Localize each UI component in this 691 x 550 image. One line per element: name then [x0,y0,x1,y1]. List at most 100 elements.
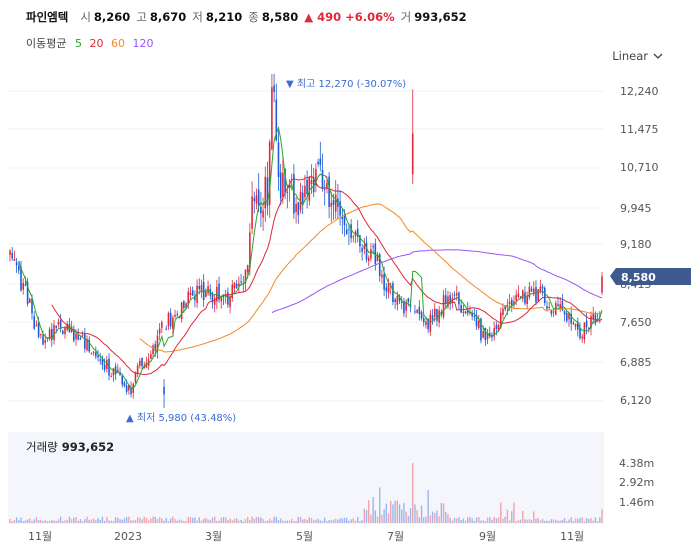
candle-body [73,328,75,341]
candle-body [497,324,500,331]
volume-bar [86,516,88,523]
candle-body [361,248,363,252]
volume-value: 993,652 [414,10,467,24]
volume-bar [330,520,333,523]
volume-bar [68,516,71,523]
ma-legend[interactable]: 이동평균 5 20 60 120 [26,35,157,51]
candle-body [257,189,260,207]
candle-body [576,321,579,330]
candle-body [275,99,278,141]
volume-bar [588,519,590,523]
candle-body [530,288,533,292]
candle-body [565,312,568,321]
candle-body [106,359,108,369]
candle-body [198,286,201,289]
candle-body [398,296,401,302]
volume-bar [555,519,557,523]
volume-axis: 4.38m 2.92m 1.46m [619,457,654,509]
candle-body [480,318,482,341]
candle-body [552,311,555,313]
volume-bar [460,520,462,523]
volume-bar [462,518,465,523]
volume-bar [262,519,264,523]
candle-body [343,216,346,226]
volume-bar [134,520,137,523]
volume-bar [458,517,460,523]
ma20-line [51,175,603,376]
volume-bar [13,520,16,523]
candle-body [339,201,341,216]
candle-body [321,169,324,189]
candle-body [601,276,603,293]
volume-bar [396,500,399,523]
candle-body [387,283,390,293]
current-price-value: 8,580 [621,271,656,284]
scale-dropdown[interactable]: Linear [612,49,663,63]
candle-body [370,249,372,259]
candle-body [532,288,535,295]
time-label: 11월 [28,530,52,543]
candle-body [422,317,425,323]
candle-body [462,311,465,313]
volume-bar [601,509,603,523]
volume-bar [376,516,379,523]
volume-bar [249,520,251,523]
volume-bar [260,517,262,523]
candle-body [407,298,410,303]
volume-bar [130,520,132,523]
volume-bar [29,518,31,523]
volume-bar [145,517,148,523]
volume-bar [374,510,377,523]
volume-panel-value: 993,652 [61,440,115,454]
candle-body [84,334,86,349]
volume-bar [103,520,106,523]
candle-body [557,304,559,306]
volume-bar [482,520,484,523]
volume-bar [583,521,586,523]
volume-bar [577,518,579,523]
volume-bar [242,521,244,523]
candle-body [411,133,414,175]
candle-body [365,242,368,260]
volume-bar [319,520,322,523]
candle-body [26,282,29,304]
candle-body [114,366,117,375]
candle-body [213,299,216,305]
candle-body [77,334,80,340]
volume-bar [194,517,196,523]
volume-bar [332,519,335,523]
volume-bar [398,504,401,523]
volume-bar [423,517,425,523]
volume-bar [335,518,337,523]
volume-bar [128,516,130,523]
volume-bar [222,517,225,523]
candle-body [268,141,271,205]
candle-body [563,310,566,315]
candle-body [535,286,537,303]
volume-bar [306,520,308,523]
up-triangle-icon: ▲ [126,413,137,424]
candle-body [238,283,240,286]
volume-bar [341,518,344,523]
volume-bar [35,517,38,523]
candle-body [590,315,592,329]
volume-bar [264,521,266,523]
candle-body [383,274,385,290]
candle-body [101,358,104,365]
volume-bar [352,518,355,523]
candle-body [62,330,64,334]
candle-body [460,305,462,313]
candle-body [165,328,168,330]
candle-body [81,334,84,336]
volume-bar [26,519,29,523]
volume-bar [497,517,500,523]
candle-body [579,327,581,339]
low-value: 8,210 [205,10,243,24]
volume-bar [20,517,22,523]
candle-body [308,176,311,201]
volume-bar [169,518,172,523]
candle-body [55,325,58,328]
volume-bar [200,520,203,523]
candle-body [526,296,528,305]
